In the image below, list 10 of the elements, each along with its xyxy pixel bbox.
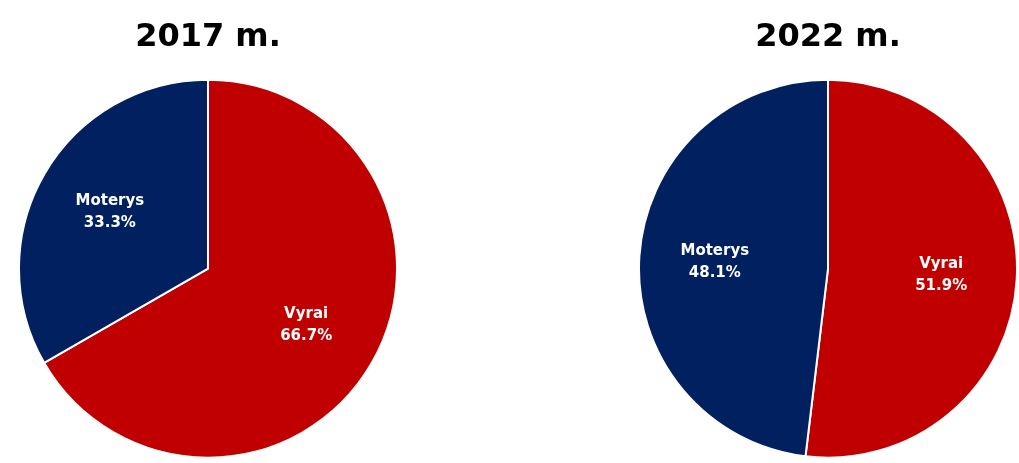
data-label: 51.9%	[915, 276, 968, 295]
slice-label: Vyrai	[284, 304, 329, 323]
data-label: 66.7%	[280, 326, 333, 345]
data-label: 33.3%	[83, 212, 136, 231]
slice-label: Moterys	[75, 190, 145, 209]
slice-label: Moterys	[680, 240, 750, 259]
chart-title: 2017 m.	[135, 15, 281, 54]
chart-title: 2022 m.	[755, 15, 901, 54]
data-label: 48.1%	[688, 262, 741, 281]
slice-label: Vyrai	[919, 254, 964, 273]
